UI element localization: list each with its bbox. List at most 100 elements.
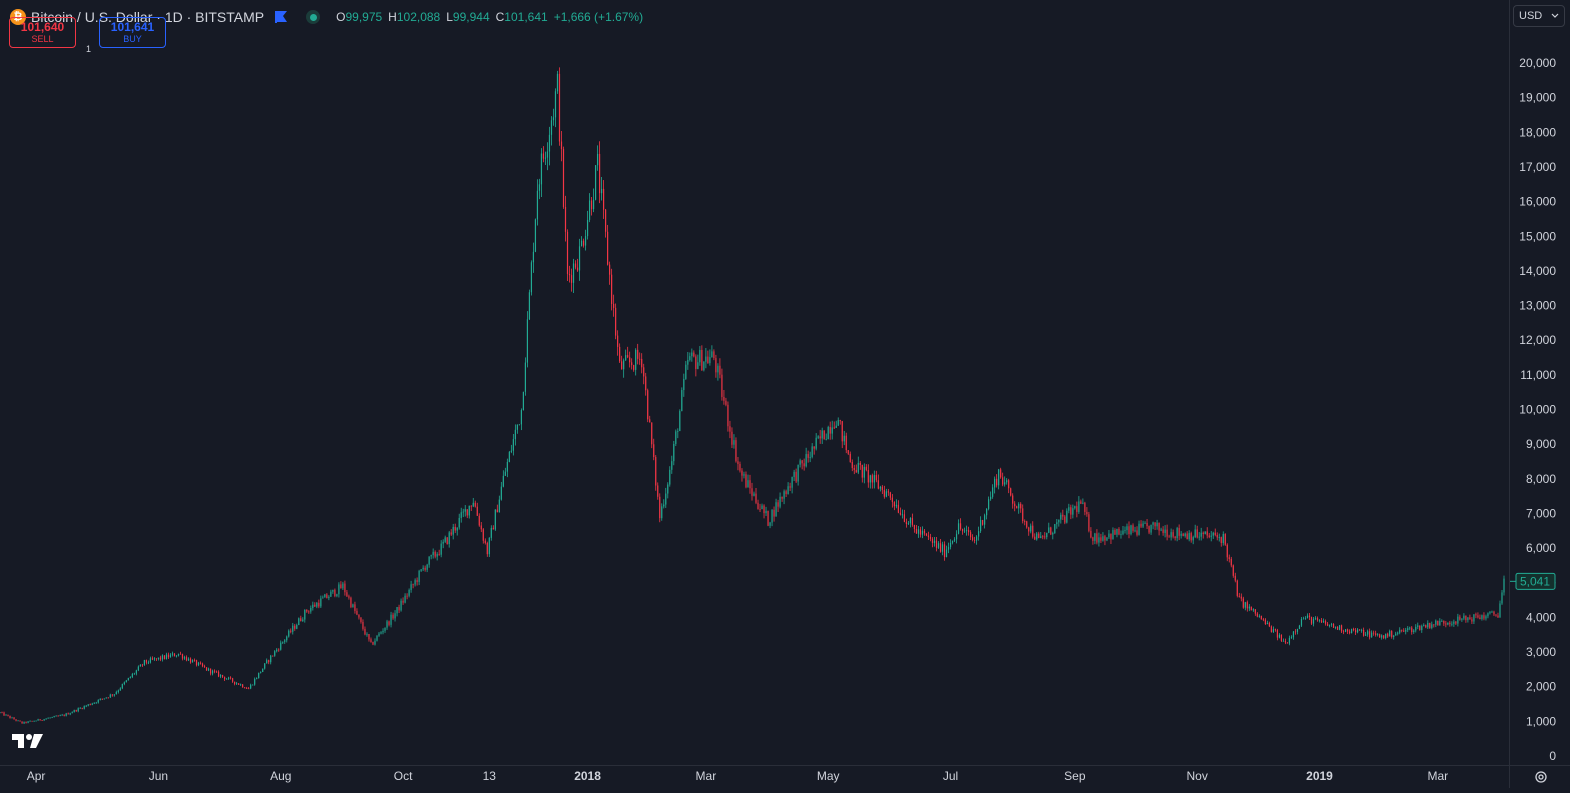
candle bbox=[697, 354, 699, 370]
price-tick-label: 3,000 bbox=[1526, 645, 1556, 659]
candle bbox=[807, 450, 809, 463]
candle bbox=[1164, 525, 1166, 538]
buy-button[interactable]: 101,641 BUY bbox=[99, 16, 166, 48]
candle bbox=[528, 289, 531, 321]
candle bbox=[1166, 524, 1168, 541]
candle bbox=[1000, 467, 1002, 479]
candle bbox=[219, 674, 222, 679]
candle bbox=[1288, 635, 1291, 646]
candle bbox=[1409, 626, 1411, 631]
candle bbox=[1330, 622, 1333, 627]
candle bbox=[986, 508, 988, 520]
candle bbox=[502, 470, 504, 488]
candle bbox=[1138, 520, 1140, 536]
price-tick-label: 8,000 bbox=[1526, 472, 1556, 486]
candle bbox=[518, 424, 520, 426]
candle bbox=[1357, 628, 1359, 634]
candle bbox=[849, 451, 851, 463]
candle bbox=[45, 718, 47, 720]
candle bbox=[47, 717, 49, 719]
candle bbox=[197, 661, 200, 667]
candle bbox=[564, 195, 567, 242]
candle bbox=[885, 488, 887, 498]
candle bbox=[827, 425, 829, 440]
candle bbox=[306, 609, 308, 613]
candle bbox=[442, 539, 444, 549]
candle bbox=[215, 670, 218, 673]
candle bbox=[711, 345, 713, 358]
candle bbox=[600, 177, 603, 201]
candle bbox=[889, 491, 891, 501]
candle bbox=[857, 456, 859, 475]
candle bbox=[665, 487, 667, 508]
currency-selector[interactable]: USD bbox=[1513, 5, 1565, 27]
candle bbox=[627, 346, 629, 359]
time-axis[interactable]: Apr Jun Aug Oct 13 2018 Mar May Jul Sep Nov 2019 Mar bbox=[0, 765, 1509, 788]
candle bbox=[681, 387, 683, 412]
candle bbox=[1310, 616, 1313, 625]
candle bbox=[1411, 626, 1413, 635]
candle bbox=[761, 503, 763, 510]
candle bbox=[274, 650, 276, 657]
candle bbox=[1489, 611, 1491, 615]
candle bbox=[460, 507, 462, 523]
time-axis-label: Jul bbox=[943, 769, 958, 783]
settings-gear-icon[interactable] bbox=[1534, 770, 1548, 784]
candle bbox=[203, 664, 206, 668]
candle bbox=[566, 229, 569, 281]
candle bbox=[673, 440, 675, 466]
market-open-status-icon[interactable] bbox=[306, 10, 321, 24]
candle bbox=[949, 539, 952, 550]
candle bbox=[113, 694, 115, 697]
candle bbox=[474, 500, 476, 508]
candle bbox=[689, 352, 691, 362]
candle bbox=[1306, 613, 1309, 619]
candle bbox=[123, 681, 125, 686]
flag-icon[interactable] bbox=[274, 10, 288, 24]
candle bbox=[1042, 535, 1044, 540]
candle bbox=[927, 531, 930, 541]
candle bbox=[1461, 618, 1463, 622]
price-tick-label: 11,000 bbox=[1520, 368, 1556, 382]
candle bbox=[506, 458, 508, 478]
candle bbox=[444, 535, 446, 543]
chart-plot-area[interactable] bbox=[0, 0, 1509, 765]
candle bbox=[875, 470, 877, 483]
candle bbox=[1148, 525, 1150, 535]
candle bbox=[1248, 604, 1250, 612]
candle bbox=[524, 357, 526, 396]
candle bbox=[167, 652, 170, 660]
candle bbox=[978, 526, 980, 541]
candle bbox=[1433, 624, 1435, 628]
candle bbox=[735, 437, 737, 463]
candle bbox=[424, 565, 426, 572]
candle bbox=[380, 631, 382, 635]
candle bbox=[899, 507, 901, 516]
candle bbox=[1010, 487, 1012, 497]
tradingview-logo-icon[interactable] bbox=[12, 732, 44, 750]
candle bbox=[1429, 622, 1431, 629]
candle bbox=[1381, 634, 1383, 640]
candle bbox=[290, 628, 292, 634]
candle bbox=[87, 704, 89, 707]
candle bbox=[1258, 614, 1260, 618]
price-axis[interactable]: 20,000 19,000 18,000 17,000 16,000 15,000 14,0… bbox=[1509, 0, 1570, 765]
sell-button[interactable]: 101,640 SELL bbox=[9, 16, 76, 48]
candle bbox=[1439, 618, 1441, 626]
candle bbox=[1290, 635, 1293, 639]
candle bbox=[422, 565, 424, 572]
candle bbox=[1064, 514, 1066, 525]
candle bbox=[486, 541, 488, 557]
candle bbox=[893, 501, 895, 511]
candle bbox=[103, 698, 105, 700]
candle bbox=[13, 716, 15, 720]
candle bbox=[244, 687, 246, 689]
candle bbox=[639, 352, 641, 365]
price-tick-label: 14,000 bbox=[1519, 264, 1556, 278]
candle bbox=[594, 164, 597, 201]
candle bbox=[77, 707, 79, 713]
candle bbox=[637, 343, 639, 365]
candle bbox=[753, 491, 755, 497]
candle bbox=[1180, 531, 1182, 539]
candle bbox=[482, 528, 484, 544]
